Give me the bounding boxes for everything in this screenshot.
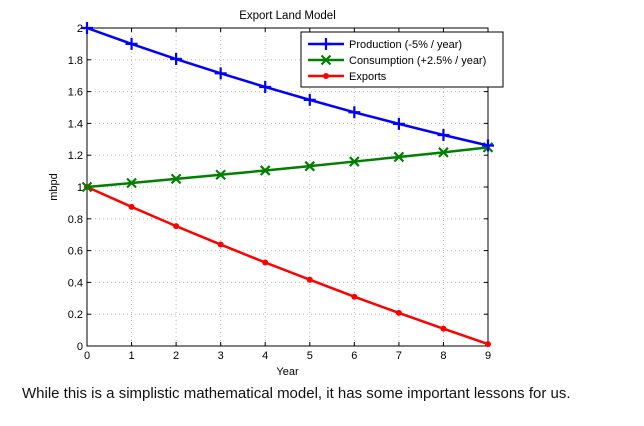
consumption-point [438,147,449,158]
production-point [303,93,316,106]
y-tick-label: 1.4 [68,118,83,130]
x-axis-title: Year [276,366,299,378]
exports-point [395,309,402,316]
exports-series [84,184,491,348]
legend-entry-exports: Exports [308,71,387,83]
consumption-point [259,165,271,176]
x-tick-label: 4 [262,350,268,362]
consumption-point [304,160,316,172]
legend-label: Consumption (+2.5% / year) [349,55,486,67]
production-line [86,26,489,147]
x-tick-label: 0 [84,350,90,362]
x-tick-label: 8 [440,350,446,362]
production-point [392,117,405,130]
y-tick-label: 0.8 [68,214,83,226]
x-tick-label: 1 [128,350,134,362]
exports-point [173,223,180,230]
exports-point [306,276,313,283]
production-point [437,129,450,142]
consumption-line [86,146,489,189]
production-point [259,80,272,93]
y-tick-label: 0.2 [68,309,83,321]
caption-text: While this is a simplistic mathematical … [22,385,571,402]
consumption-series [81,142,494,193]
production-series [81,22,494,152]
exports-point [351,293,358,300]
y-tick-label: 1.2 [68,150,83,162]
y-tick-label: 1.6 [68,87,83,99]
legend-entry-consumption: Consumption (+2.5% / year) [308,54,486,67]
x-tick-label: 6 [351,350,357,362]
production-point [482,139,494,152]
production-point [170,53,183,66]
y-tick-label: 2 [77,23,83,35]
legend-marker [320,38,332,50]
consumption-point [81,181,93,193]
y-tick-label: 1.8 [68,55,83,67]
y-tick-label: 0.6 [68,246,83,258]
exports-line [86,185,489,346]
y-tick-label: 0.4 [68,277,83,289]
consumption-point [393,151,405,163]
exports-point [262,259,269,266]
consumption-point [349,156,360,167]
legend-label: Production (-5% / year) [349,39,462,51]
y-tick-label: 0 [77,341,83,353]
legend-label: Exports [349,71,387,83]
x-tick-label: 5 [307,350,313,362]
production-point [125,37,138,50]
production-point [214,67,227,80]
chart-title: Export Land Model [239,10,336,22]
export-land-chart: 0 1 2 3 4 5 6 7 8 9 0 0.2 0.4 0.6 0.8 1 1.2 1.4 1.6 1.8 2 Ex… [48,10,504,378]
y-tick-label: 1 [77,182,83,194]
x-tick-label: 9 [485,350,491,362]
exports-point [217,241,224,248]
exports-point [128,203,135,210]
x-tick-label: 3 [218,350,224,362]
y-axis-title: mbpd [48,173,60,201]
production-point [348,106,361,119]
exports-point [485,341,491,348]
production-point [81,22,93,34]
legend-marker [323,73,329,79]
legend: Production (-5% / year) Consumption (+2.5… [300,31,504,88]
legend-marker [320,54,332,66]
legend-entry-production: Production (-5% / year) [308,38,462,51]
x-tick-label: 7 [396,350,402,362]
consumption-point [215,169,226,181]
series-lines [81,22,494,348]
x-tick-label: 2 [173,350,179,362]
consumption-point [126,177,137,189]
axis-ticks: 0 1 2 3 4 5 6 7 8 9 0 0.2 0.4 0.6 0.8 1 1.2 1.4 1.6 1.8 2 [68,23,491,362]
consumption-point [170,173,182,185]
exports-point [440,325,447,332]
